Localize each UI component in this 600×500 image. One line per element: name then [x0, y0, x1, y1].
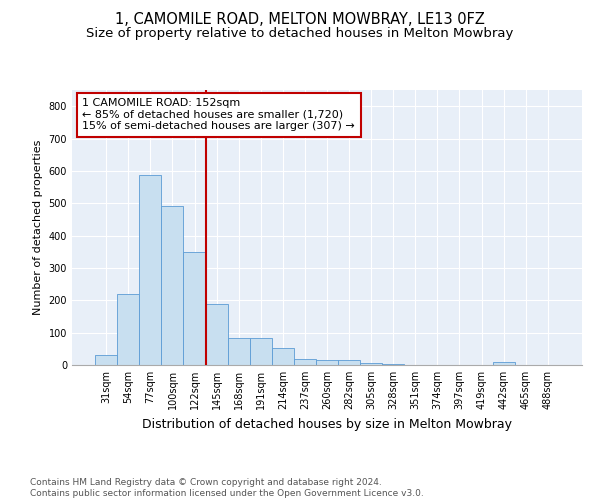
Text: 1, CAMOMILE ROAD, MELTON MOWBRAY, LE13 0FZ: 1, CAMOMILE ROAD, MELTON MOWBRAY, LE13 0… [115, 12, 485, 28]
Bar [117, 294, 139, 365]
Bar [250, 338, 272, 365]
Text: Contains HM Land Registry data © Crown copyright and database right 2024.
Contai: Contains HM Land Registry data © Crown c… [30, 478, 424, 498]
Bar [338, 360, 360, 365]
Text: 1 CAMOMILE ROAD: 152sqm
← 85% of detached houses are smaller (1,720)
15% of semi: 1 CAMOMILE ROAD: 152sqm ← 85% of detache… [82, 98, 355, 132]
X-axis label: Distribution of detached houses by size in Melton Mowbray: Distribution of detached houses by size … [142, 418, 512, 430]
Bar [184, 252, 206, 365]
Bar [360, 362, 382, 365]
Bar [294, 358, 316, 365]
Bar [139, 175, 161, 365]
Bar [206, 304, 227, 365]
Bar [493, 362, 515, 365]
Text: Size of property relative to detached houses in Melton Mowbray: Size of property relative to detached ho… [86, 28, 514, 40]
Bar [95, 354, 117, 365]
Bar [227, 338, 250, 365]
Bar [161, 206, 184, 365]
Bar [382, 364, 404, 365]
Y-axis label: Number of detached properties: Number of detached properties [33, 140, 43, 315]
Bar [316, 360, 338, 365]
Bar [272, 348, 294, 365]
